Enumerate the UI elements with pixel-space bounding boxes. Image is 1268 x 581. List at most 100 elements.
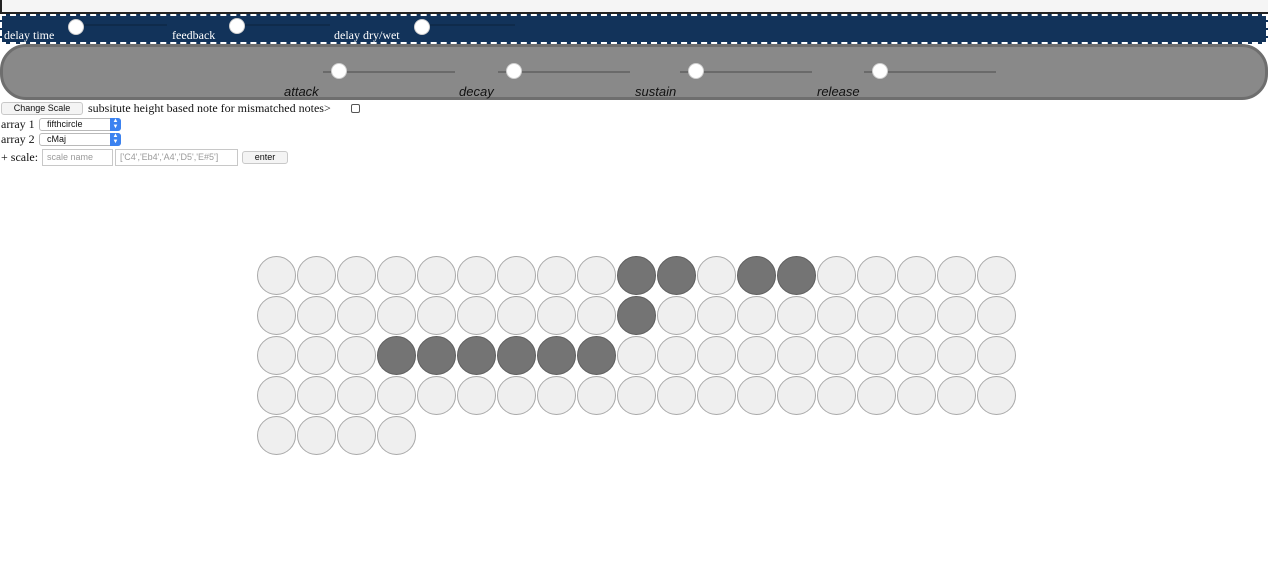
note-cell[interactable] (977, 336, 1016, 375)
note-cell[interactable] (857, 256, 896, 295)
note-cell[interactable] (737, 336, 776, 375)
note-cell[interactable] (777, 336, 816, 375)
note-cell[interactable] (697, 256, 736, 295)
scale-name-input[interactable]: scale name (42, 149, 113, 166)
note-cell[interactable] (417, 256, 456, 295)
note-cell[interactable] (817, 296, 856, 335)
note-cell[interactable] (537, 336, 576, 375)
note-cell[interactable] (337, 416, 376, 455)
note-cell[interactable] (977, 296, 1016, 335)
note-cell[interactable] (257, 296, 296, 335)
note-cell[interactable] (937, 376, 976, 415)
note-cell[interactable] (417, 376, 456, 415)
note-cell[interactable] (377, 376, 416, 415)
note-cell[interactable] (297, 336, 336, 375)
note-cell[interactable] (657, 376, 696, 415)
note-cell[interactable] (737, 296, 776, 335)
note-cell[interactable] (737, 376, 776, 415)
note-cell[interactable] (497, 256, 536, 295)
note-cell[interactable] (377, 296, 416, 335)
note-cell[interactable] (897, 256, 936, 295)
attack-slider-thumb[interactable] (331, 63, 347, 79)
note-cell[interactable] (537, 376, 576, 415)
note-cell[interactable] (657, 336, 696, 375)
substitute-notes-checkbox[interactable] (351, 104, 360, 113)
note-cell[interactable] (377, 336, 416, 375)
note-cell[interactable] (297, 376, 336, 415)
note-cell[interactable] (617, 336, 656, 375)
note-cell[interactable] (937, 296, 976, 335)
note-cell[interactable] (497, 376, 536, 415)
note-cell[interactable] (297, 256, 336, 295)
scale-notes-input[interactable]: ['C4','Eb4','A4','D5','E#5'] (115, 149, 238, 166)
note-cell[interactable] (617, 296, 656, 335)
note-cell[interactable] (457, 376, 496, 415)
release-slider-thumb[interactable] (872, 63, 888, 79)
note-cell[interactable] (937, 336, 976, 375)
note-cell[interactable] (777, 376, 816, 415)
sustain-track[interactable] (680, 71, 812, 73)
note-cell[interactable] (417, 336, 456, 375)
note-cell[interactable] (577, 296, 616, 335)
note-cell[interactable] (577, 256, 616, 295)
note-cell[interactable] (337, 376, 376, 415)
note-cell[interactable] (577, 376, 616, 415)
note-cell[interactable] (857, 296, 896, 335)
note-cell[interactable] (297, 416, 336, 455)
delay-dry-wet-slider-thumb[interactable] (414, 19, 430, 35)
note-cell[interactable] (617, 376, 656, 415)
array1-select[interactable]: fifthcircle ▲ ▼ (39, 118, 121, 131)
note-cell[interactable] (537, 296, 576, 335)
note-cell[interactable] (737, 256, 776, 295)
note-cell[interactable] (257, 256, 296, 295)
attack-track[interactable] (323, 71, 455, 73)
note-cell[interactable] (257, 336, 296, 375)
note-cell[interactable] (577, 336, 616, 375)
note-cell[interactable] (697, 376, 736, 415)
note-cell[interactable] (497, 296, 536, 335)
note-cell[interactable] (497, 336, 536, 375)
decay-track[interactable] (498, 71, 630, 73)
note-cell[interactable] (377, 256, 416, 295)
note-cell[interactable] (897, 336, 936, 375)
note-cell[interactable] (777, 256, 816, 295)
note-cell[interactable] (657, 256, 696, 295)
note-cell[interactable] (297, 296, 336, 335)
note-cell[interactable] (337, 256, 376, 295)
note-cell[interactable] (817, 376, 856, 415)
note-cell[interactable] (777, 296, 816, 335)
note-cell[interactable] (817, 256, 856, 295)
delay-time-slider-thumb[interactable] (68, 19, 84, 35)
note-cell[interactable] (977, 256, 1016, 295)
note-cell[interactable] (257, 376, 296, 415)
note-cell[interactable] (817, 336, 856, 375)
note-cell[interactable] (697, 296, 736, 335)
decay-slider-thumb[interactable] (506, 63, 522, 79)
note-cell[interactable] (377, 416, 416, 455)
note-cell[interactable] (457, 336, 496, 375)
note-cell[interactable] (697, 336, 736, 375)
note-cell[interactable] (857, 336, 896, 375)
note-cell[interactable] (257, 416, 296, 455)
delay-time-track[interactable] (77, 24, 167, 26)
note-cell[interactable] (897, 376, 936, 415)
feedback-track[interactable] (238, 24, 330, 26)
delay-dry-wet-track[interactable] (423, 24, 515, 26)
note-cell[interactable] (657, 296, 696, 335)
enter-button[interactable]: enter (242, 151, 288, 164)
note-cell[interactable] (617, 256, 656, 295)
note-cell[interactable] (457, 256, 496, 295)
note-cell[interactable] (337, 336, 376, 375)
note-cell[interactable] (857, 376, 896, 415)
note-cell[interactable] (337, 296, 376, 335)
note-cell[interactable] (897, 296, 936, 335)
note-cell[interactable] (937, 256, 976, 295)
change-scale-button[interactable]: Change Scale (1, 102, 83, 115)
feedback-slider-thumb[interactable] (229, 18, 245, 34)
note-cell[interactable] (417, 296, 456, 335)
sustain-slider-thumb[interactable] (688, 63, 704, 79)
release-track[interactable] (864, 71, 996, 73)
note-cell[interactable] (977, 376, 1016, 415)
note-cell[interactable] (457, 296, 496, 335)
array2-select[interactable]: cMaj ▲ ▼ (39, 133, 121, 146)
